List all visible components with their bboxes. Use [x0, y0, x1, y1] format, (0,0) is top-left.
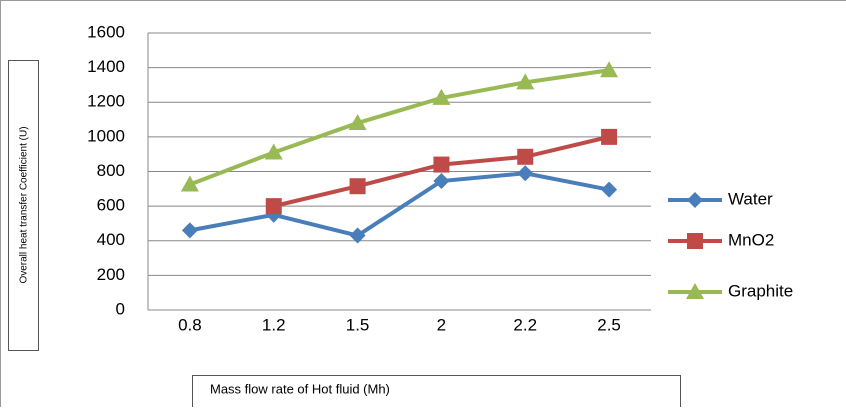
marker	[517, 165, 534, 182]
x-axis-label: Mass flow rate of Hot fluid (Mh)	[210, 381, 390, 396]
y-tick-label: 1600	[87, 22, 125, 41]
marker	[600, 61, 619, 78]
y-tick-label: 1200	[87, 92, 125, 111]
x-label-box	[192, 375, 681, 412]
y-tick-label: 0	[116, 299, 125, 318]
marker	[433, 156, 450, 173]
marker	[433, 173, 450, 190]
y-tick-label: 200	[97, 265, 125, 284]
x-tick-label: 1.5	[346, 315, 370, 334]
marker	[181, 222, 198, 239]
legend-label: Graphite	[728, 281, 793, 300]
marker	[348, 114, 367, 131]
marker	[264, 143, 283, 160]
marker	[516, 73, 535, 90]
marker	[265, 198, 282, 215]
marker	[349, 178, 366, 195]
y-tick-label: 1000	[87, 126, 125, 145]
marker	[601, 181, 618, 198]
y-label-box	[8, 60, 39, 351]
y-tick-label: 400	[97, 230, 125, 249]
x-tick-label: 0.8	[178, 315, 202, 334]
marker	[601, 128, 618, 145]
y-axis-label: Overall heat transfer Coefficient (U)	[19, 126, 30, 283]
series-line	[189, 68, 610, 187]
x-tick-label: 1.2	[262, 315, 286, 334]
legend-label: Water	[728, 189, 773, 208]
y-tick-label: 1400	[87, 57, 125, 76]
legend-marker	[687, 233, 703, 249]
x-tick-label: 2	[437, 315, 446, 334]
marker	[349, 227, 366, 244]
legend-marker	[686, 283, 704, 299]
legend-marker	[687, 192, 703, 208]
marker	[432, 88, 451, 105]
legend-label: MnO2	[728, 230, 774, 249]
series-line	[189, 171, 610, 238]
y-tick-label: 800	[97, 161, 125, 180]
y-tick-label: 600	[97, 196, 125, 215]
x-tick-label: 2.2	[513, 315, 537, 334]
marker	[517, 148, 534, 165]
marker	[180, 175, 199, 192]
x-tick-label: 2.5	[597, 315, 621, 334]
